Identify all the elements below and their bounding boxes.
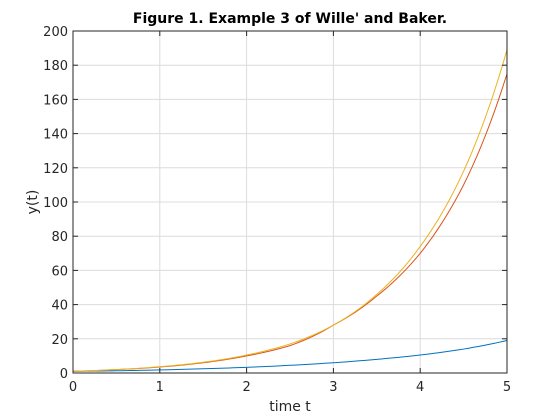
y-tick-label: 180: [43, 59, 68, 74]
y-tick-label: 20: [51, 333, 68, 348]
x-tick-label: 0: [69, 380, 77, 395]
y-tick-label: 100: [43, 196, 68, 211]
y-tick-label: 160: [43, 93, 68, 108]
x-tick-label: 3: [329, 380, 337, 395]
y-axis-label: y(t): [25, 190, 41, 215]
series-line-1: [72, 340, 508, 372]
y-tick-label: 120: [43, 162, 68, 177]
x-tick-label: 5: [503, 380, 511, 395]
chart-title: Figure 1. Example 3 of Wille' and Baker.: [133, 11, 447, 27]
x-tick-label: 2: [242, 380, 250, 395]
x-axis-label: time t: [269, 399, 311, 415]
x-tick-label: 1: [156, 380, 164, 395]
y-tick-label: 40: [51, 299, 68, 314]
series-line-3: [72, 49, 508, 372]
axis-ticks: 0 1 2 3 4 5 0 20 40 60 80 100 120 140 160 180 200: [43, 25, 511, 395]
y-tick-label: 0: [60, 367, 68, 382]
series-lines: [72, 49, 508, 372]
y-tick-label: 200: [43, 25, 68, 40]
x-tick-label: 4: [416, 380, 424, 395]
y-tick-label: 140: [43, 128, 68, 143]
y-tick-label: 60: [51, 264, 68, 279]
y-tick-label: 80: [51, 230, 68, 245]
